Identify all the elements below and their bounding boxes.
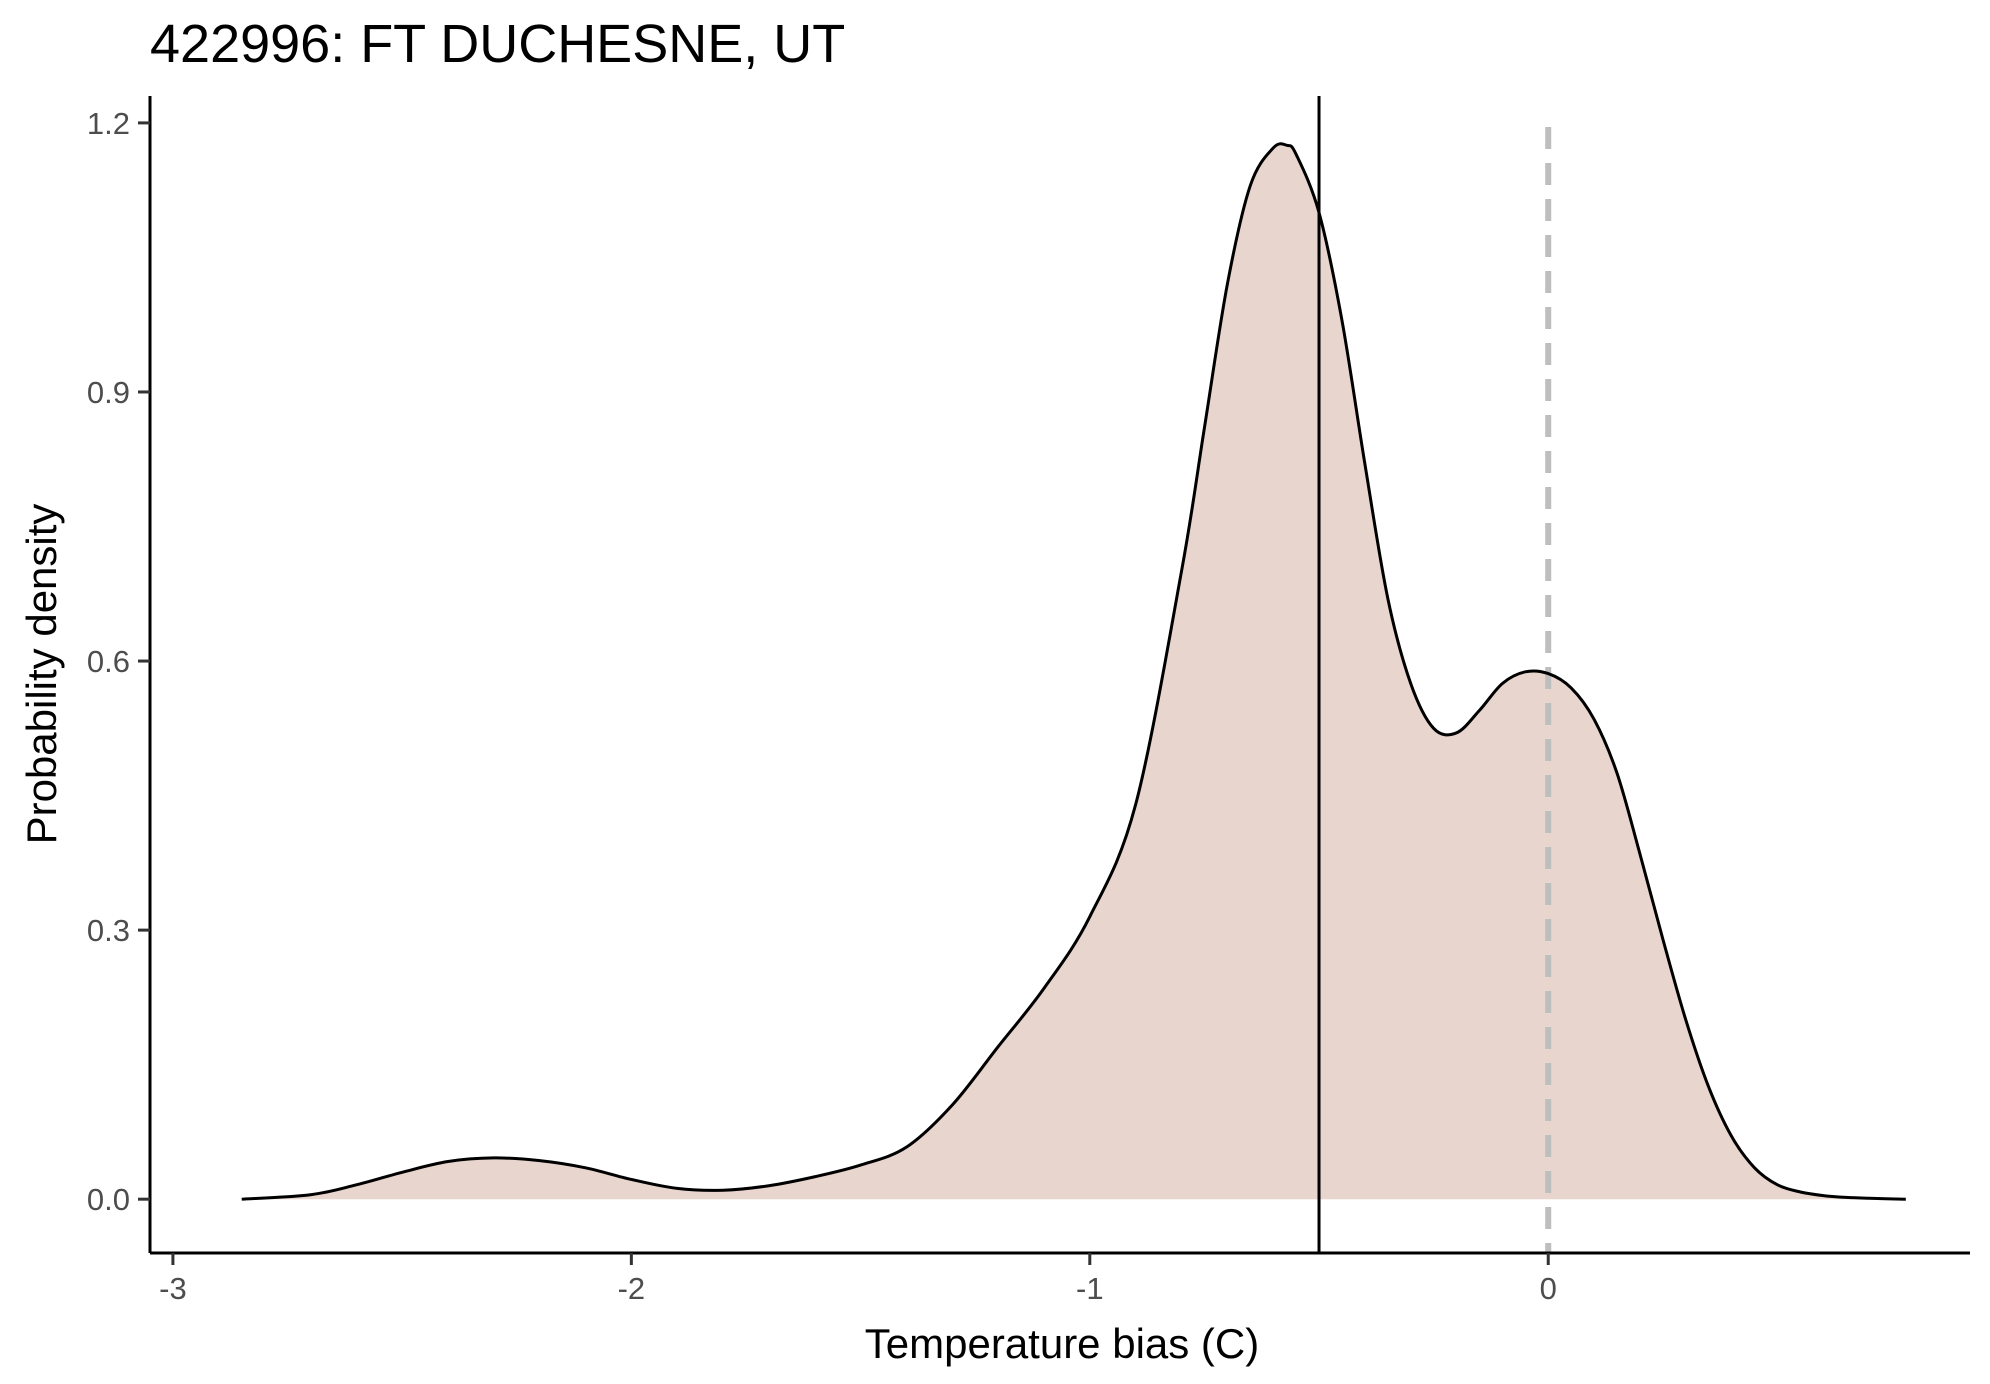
- y-tick-label: 0.3: [87, 913, 130, 948]
- x-axis-title: Temperature bias (C): [865, 1320, 1259, 1367]
- plot-area: [241, 96, 1906, 1253]
- density-area-fill: [241, 143, 1906, 1200]
- x-tick-label: -1: [1076, 1271, 1104, 1306]
- y-tick-label: 1.2: [87, 106, 130, 141]
- x-tick-label: 0: [1540, 1271, 1557, 1306]
- x-tick-label: -3: [159, 1271, 187, 1306]
- y-tick-label: 0.0: [87, 1182, 130, 1217]
- y-tick-label: 0.6: [87, 644, 130, 679]
- density-curve-line: [241, 142, 1906, 1201]
- chart-title: 422996: FT DUCHESNE, UT: [150, 14, 845, 74]
- x-tick-label: -2: [618, 1271, 646, 1306]
- y-axis-title: Probability density: [18, 504, 65, 845]
- y-axis-ticks: 0.0 0.3 0.6 0.9 1.2: [87, 106, 150, 1217]
- y-tick-label: 0.9: [87, 375, 130, 410]
- x-axis-ticks: -3 -2 -1 0: [159, 1253, 1557, 1306]
